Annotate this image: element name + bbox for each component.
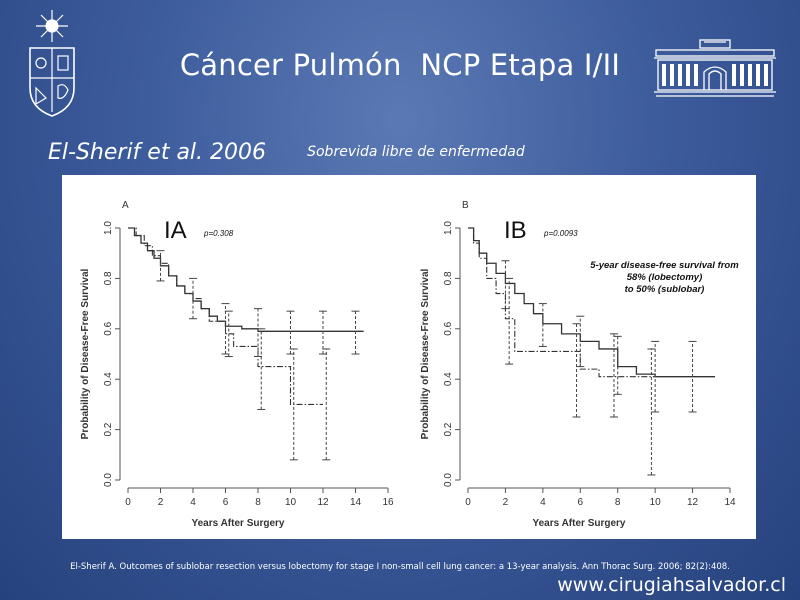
panel-b-x-tick-label: 8 [615,497,621,508]
panel-a-error-bar [319,310,327,355]
author-reference: El-Sherif et al. 2006 [48,140,267,165]
panel-b-y-tick-label: 0.2 [443,422,454,436]
panel-b-y-tick-label: 0.0 [443,473,454,487]
panel-a-y-tick-label: 0.4 [103,372,114,386]
panel-a-error-bar [224,310,233,358]
panel-b-error-bar [572,323,581,418]
slide-title: Cáncer Pulmón NCP Etapa I/II [179,48,621,82]
panel-a-error-bar [286,310,295,355]
citation-text: El-Sherif A. Outcomes of sublobar resect… [70,562,730,572]
subtitle-row: El-Sherif et al. 2006 Sobrevida libre de… [48,140,525,165]
panel-a-x-tick-label: 16 [382,497,394,508]
panel-a-x-tick-label: 6 [223,497,229,508]
panel-b-annotation-line: 5-year disease-free survival from [590,260,739,271]
panel-b-error-bar [576,315,585,368]
panel-a-error-bar [254,308,262,358]
panel-b-x-tick-label: 4 [540,497,546,508]
panel-a-x-axis-label: Years After Surgery [191,518,284,529]
panel-b-series-sublobar-line [468,227,656,378]
panel-a-y-tick-label: 0.0 [103,473,114,487]
panel-a-x-tick-label: 0 [125,497,131,508]
panel-a-x-tick-label: 4 [190,497,196,508]
panel-b-annotation-line: 58% (lobectomy) [627,272,703,283]
panel-b-y-axis-label: Probability of Disease-Free Survival [420,268,431,439]
panel-b-x-tick-label: 6 [578,497,584,508]
panel-b-series-lobectomy-line [468,227,716,378]
panel-a-error-bar [156,250,165,282]
panel-a-x-tick-label: 2 [158,497,164,508]
panel-a-series-lobectomy-line [128,227,364,332]
panel-a-x-tick-label: 12 [317,497,329,508]
panel-a-p-value: p=0.308 [203,229,234,238]
panel-b-x-tick-label: 10 [650,497,662,508]
panel-a-y-tick-label: 0.6 [103,321,114,335]
panel-b-stage-label: IB [504,217,527,244]
panel-a-y-tick-label: 0.2 [103,422,114,436]
panel-b-x-tick-label: 0 [465,497,471,508]
panel-a-stage-label: IA [164,217,187,244]
panel-a-error-bar [257,328,266,410]
panel-b-x-axis-label: Years After Surgery [532,518,625,529]
panel-a-error-bar [322,348,331,461]
panel-b-error-bar [538,303,547,347]
panel-a-y-tick-label: 1.0 [103,221,114,235]
panel-a-error-bar [189,277,197,320]
panel-b-error-bar [609,333,618,418]
panel-a-y-tick-label: 0.8 [103,271,114,285]
panel-b-annotation-line: to 50% (sublobar) [625,284,705,295]
panel-b-error-bar [647,348,656,476]
panel-b-error-bar [613,335,622,395]
panel-a-error-bar [351,310,360,355]
hospital-building-icon [654,39,776,97]
panel-a-error-bar [289,348,298,461]
panel-b-error-bar [501,260,510,310]
panel-b-x-tick-label: 14 [724,497,736,508]
university-crest-icon [29,10,75,117]
panel-b-error-bar [688,340,697,413]
panel-b-p-value: p=0.0093 [543,229,578,238]
panel-b-error-bar [651,340,660,413]
panel-a-y-axis-label: Probability of Disease-Free Survival [80,268,91,439]
panel-b-x-tick-label: 2 [503,497,509,508]
panel-b-y-tick-label: 1.0 [443,221,454,235]
panel-b-error-bar [505,277,514,365]
panel-a-x-tick-label: 10 [285,497,297,508]
survival-curves-svg: 0 2 4 6 8 10 12 14 16 0.0 0.2 0.4 0.6 0.8 1.0 Years Aft… [80,200,739,529]
panel-a-x-tick-label: 8 [255,497,261,508]
panel-a-x-tick-label: 14 [350,497,362,508]
survival-figure: 0 2 4 6 8 10 12 14 16 0.0 0.2 0.4 0.6 0.8 1.0 Years Aft… [62,175,756,539]
panel-b-y-tick-label: 0.8 [443,271,454,285]
topic-label: Sobrevida libre de enfermedad [307,144,525,160]
panel-a-error-bar [221,303,230,355]
panel-b-y-tick-label: 0.6 [443,321,454,335]
panel-b-y-tick-label: 0.4 [443,372,454,386]
website-url: www.cirugiahsalvador.cl [557,574,786,596]
panel-b-panel-letter: B [462,200,469,211]
panel-a-panel-letter: A [122,200,129,211]
panel-b-x-tick-label: 12 [687,497,699,508]
